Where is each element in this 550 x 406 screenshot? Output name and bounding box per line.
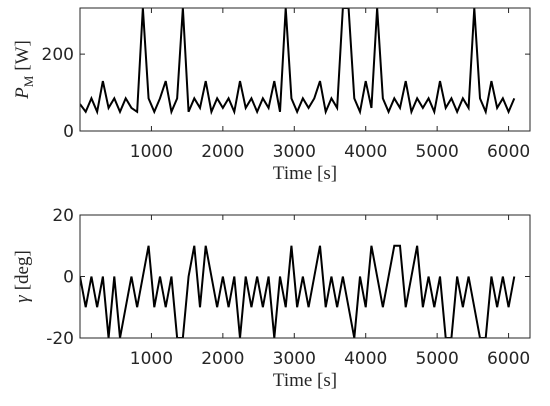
- y-tick-label: -20: [46, 329, 74, 349]
- y-axis-label: γ [deg]: [12, 250, 33, 303]
- y-tick-label: 0: [63, 268, 74, 288]
- x-tick-label: 3000: [273, 349, 316, 369]
- x-tick-label: 4000: [344, 349, 387, 369]
- y-axis-label: PM [W]: [12, 40, 36, 100]
- y-tick-label: 20: [52, 206, 74, 226]
- x-tick-label: 1000: [130, 142, 173, 162]
- x-tick-label: 5000: [416, 142, 459, 162]
- subplot: 1000 2000 3000 4000 5000 6000 0 200 Time [s] PM [W…: [12, 7, 531, 184]
- x-tick-label: 1000: [130, 349, 173, 369]
- axes-box: [79, 214, 531, 339]
- x-tick-label: 2000: [201, 349, 244, 369]
- subplot: 1000 2000 3000 4000 5000 6000 -20 0 20 Time [s] γ […: [12, 206, 531, 391]
- x-tick-label: 3000: [273, 142, 316, 162]
- axes-box: [79, 7, 531, 132]
- x-tick-label: 6000: [487, 349, 530, 369]
- y-label-symbol: P: [12, 87, 33, 100]
- x-tick-label: 6000: [487, 142, 530, 162]
- y-label-unit: [W]: [12, 40, 33, 71]
- signal-line: [80, 244, 516, 338]
- x-tick-label: 4000: [344, 142, 387, 162]
- x-tick-label: 2000: [201, 142, 244, 162]
- y-label-unit: [deg]: [12, 250, 33, 290]
- x-axis-label: Time [s]: [273, 370, 337, 391]
- x-axis-label: Time [s]: [273, 163, 337, 184]
- y-tick-label: 0: [63, 122, 74, 142]
- x-tick-label: 5000: [416, 349, 459, 369]
- y-tick-label: 200: [42, 45, 74, 65]
- y-label-symbol: γ: [12, 295, 33, 303]
- y-label-subscript: M: [21, 75, 36, 87]
- signal-line: [80, 8, 516, 116]
